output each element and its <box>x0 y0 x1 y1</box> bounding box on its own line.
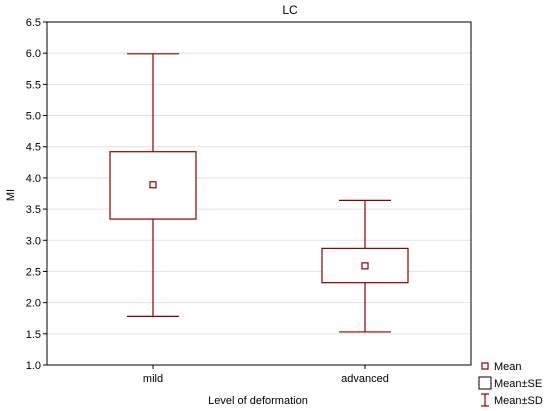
plot-marks <box>109 53 409 333</box>
legend-label: Mean±SD <box>494 395 543 407</box>
x-tick-label: mild <box>143 373 163 385</box>
legend-label: Mean <box>494 361 522 373</box>
x-tick-label: advanced <box>341 373 389 385</box>
y-tick-label: 4.0 <box>26 173 41 185</box>
y-tick-label: 3.0 <box>26 235 41 247</box>
legend-mean-symbol <box>481 362 489 370</box>
y-tick-label: 2.5 <box>26 266 41 278</box>
y-axis-title: MI <box>5 189 17 201</box>
y-tick-label: 5.0 <box>26 111 41 123</box>
y-tick-label: 6.5 <box>26 17 41 29</box>
legend-box-symbol <box>478 376 492 390</box>
legend: Mean Mean±SE Mean±SD <box>478 361 543 407</box>
legend-label: Mean±SE <box>494 378 542 390</box>
y-tick-label: 2.0 <box>26 298 41 310</box>
mean-marker <box>149 181 157 189</box>
x-axis-title: Level of deformation <box>208 395 308 407</box>
axis-ticks: 1.0 1.5 2.0 2.5 3.0 3.5 4.0 4.5 5.0 5.5 6.0 6.5 mild… <box>26 17 389 385</box>
y-tick-label: 4.5 <box>26 142 41 154</box>
plot-frame <box>46 21 472 366</box>
y-tick-label: 6.0 <box>26 48 41 60</box>
mean-marker <box>361 262 369 270</box>
chart-title: LC <box>282 3 298 17</box>
y-tick-label: 5.5 <box>26 79 41 91</box>
y-tick-label: 1.5 <box>26 329 41 341</box>
y-tick-label: 1.0 <box>26 360 41 372</box>
y-tick-label: 3.5 <box>26 204 41 216</box>
